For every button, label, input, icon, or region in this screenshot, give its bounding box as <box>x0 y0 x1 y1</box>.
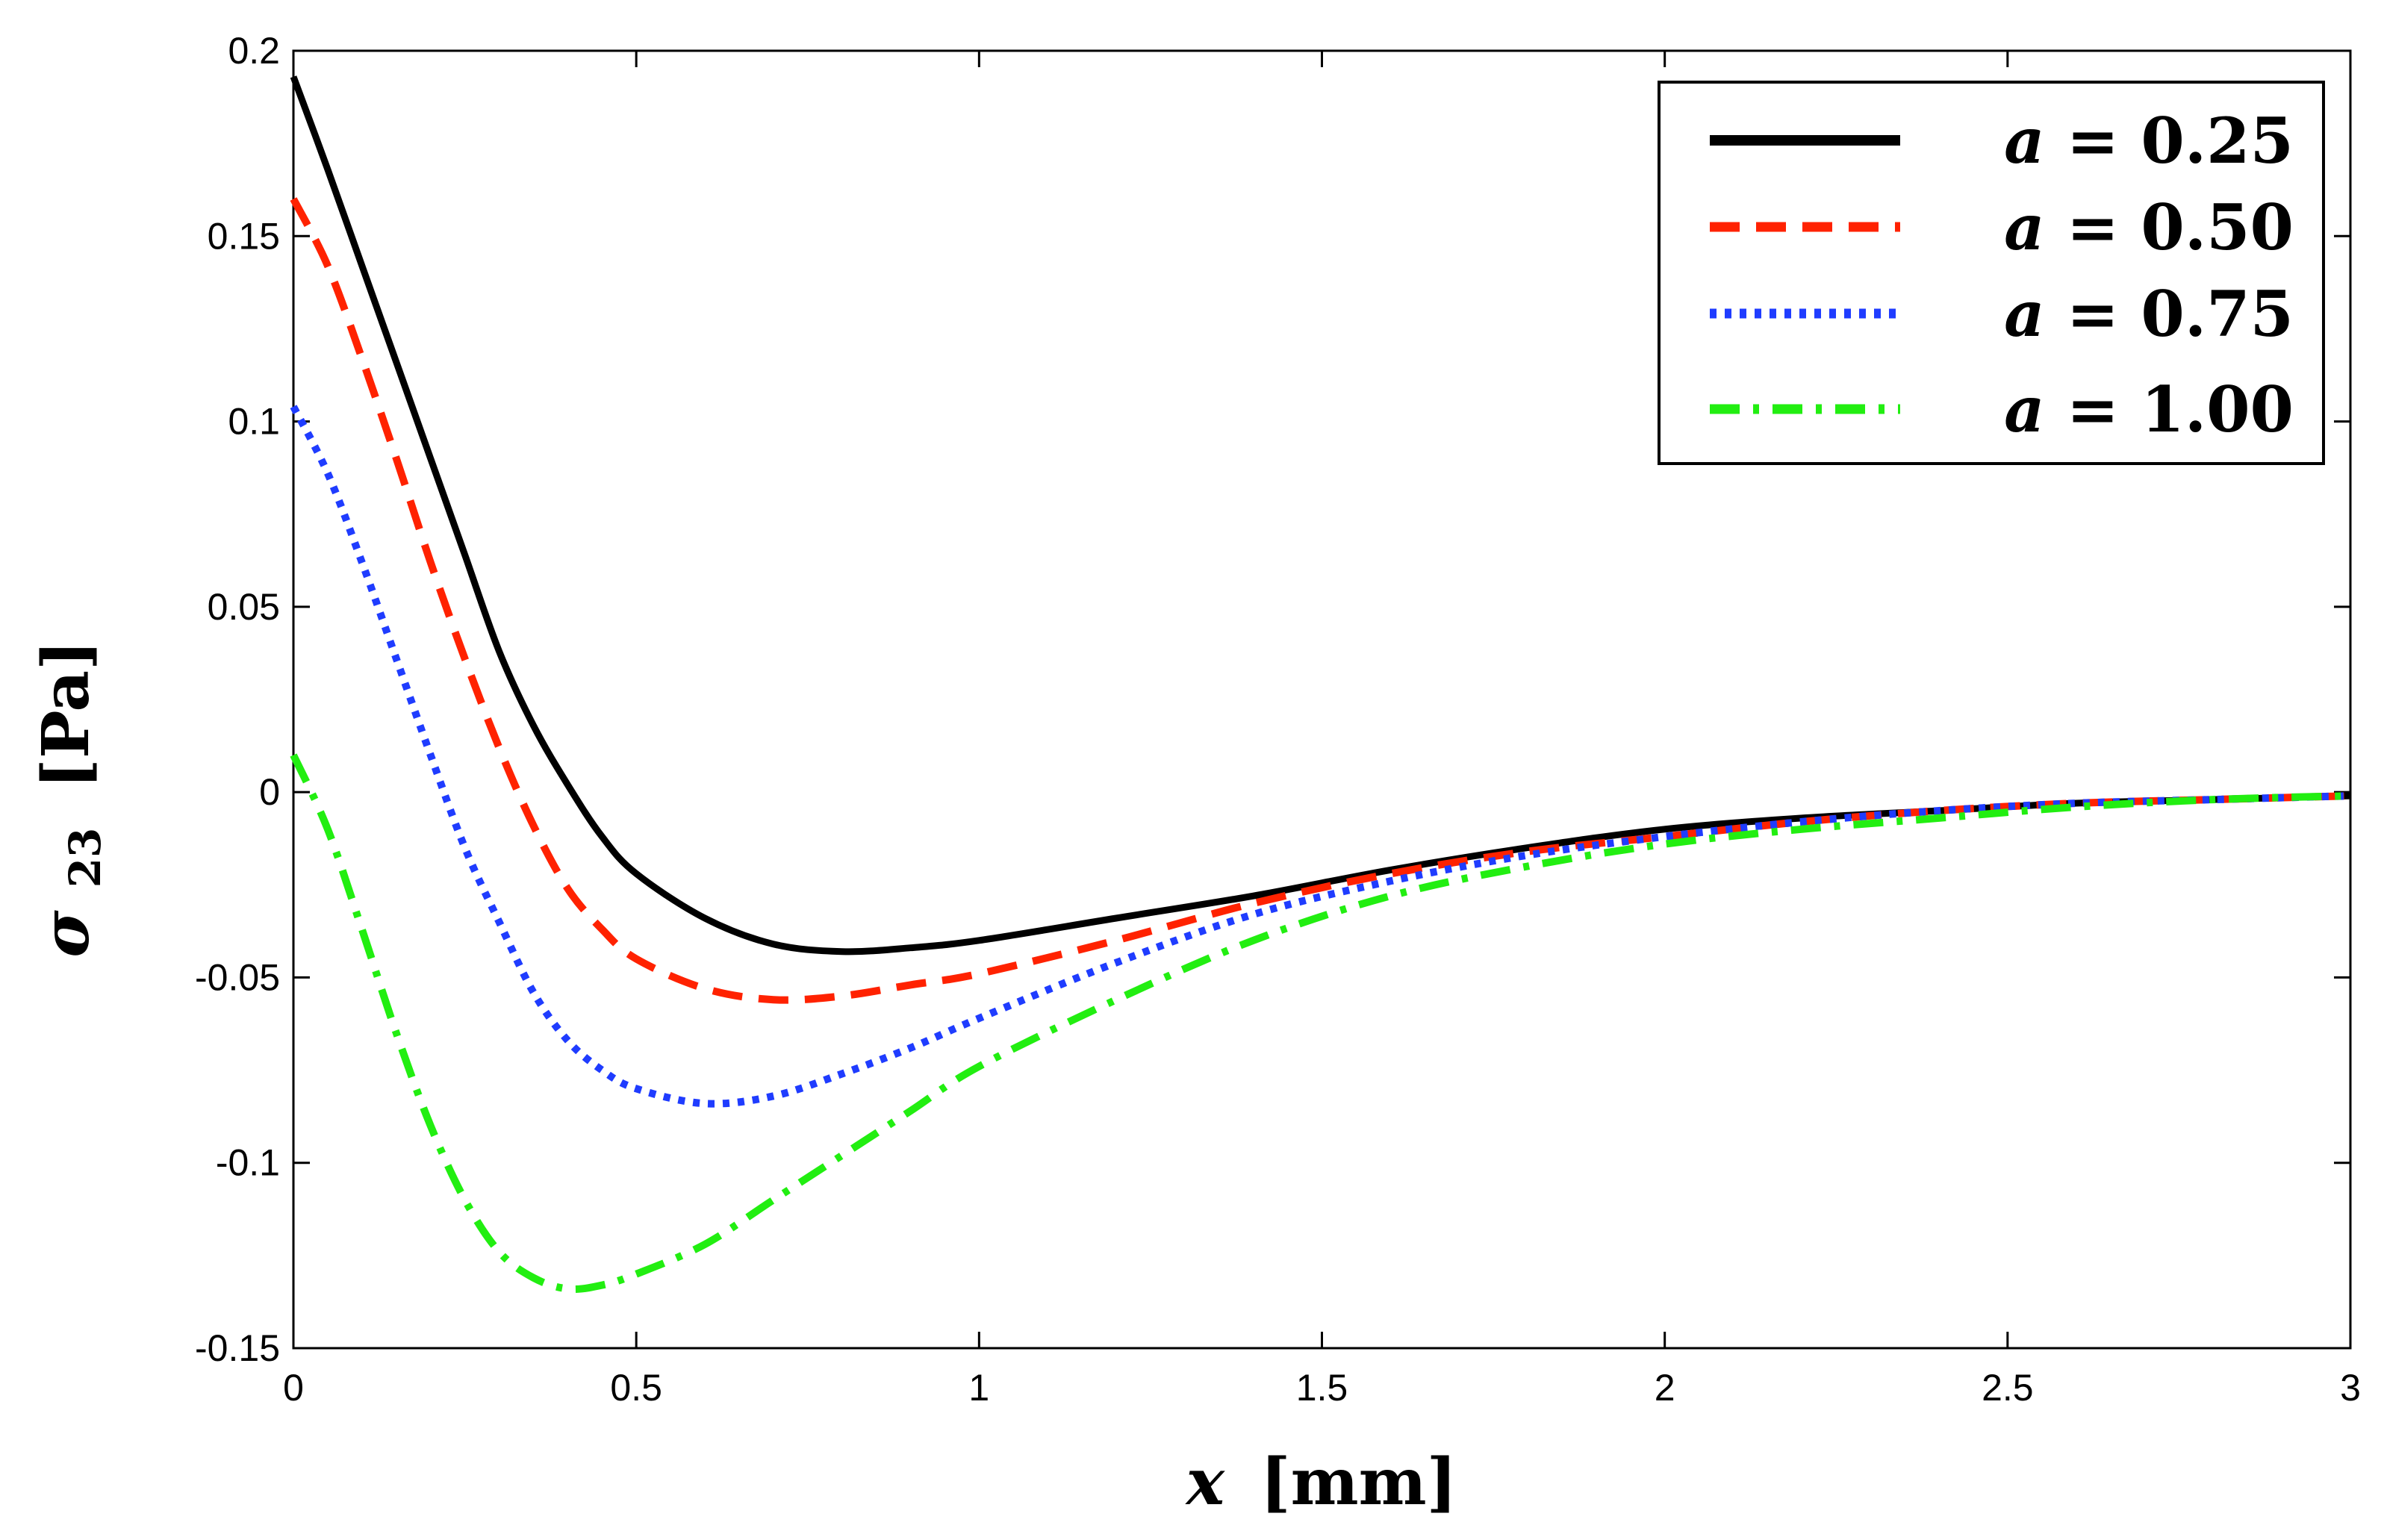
y-tick-label: -0.05 <box>195 956 280 998</box>
series-line-1 <box>290 75 2351 956</box>
legend-entries: a = 0.25a = 0.50a = 0.75a = 1.00 <box>1710 104 2294 446</box>
legend-box <box>1658 81 2325 465</box>
series-line-3 <box>290 405 2351 1108</box>
legend-label-3: a = 0.75 <box>2004 277 2294 351</box>
y-tick-label: -0.15 <box>195 1327 280 1369</box>
y-axis-subscript: 23 <box>60 828 111 888</box>
y-axis-unit: [Pa] <box>28 640 104 788</box>
series-line-4 <box>290 753 2351 1293</box>
y-tick-label: 0.2 <box>228 30 280 72</box>
legend-variable: a <box>2004 104 2044 178</box>
y-axis: -0.15 -0.1 -0.05 0 0.05 0.1 0.15 0.2 <box>195 30 2350 1369</box>
x-tick-label: 0 <box>283 1367 304 1409</box>
legend-value: = 0.25 <box>2045 104 2294 178</box>
legend-variable: a <box>2004 372 2044 446</box>
x-tick-label: 2.5 <box>1982 1367 2034 1409</box>
x-tick-label: 1 <box>968 1367 989 1409</box>
y-tick-label: 0.05 <box>208 586 280 628</box>
legend: a = 0.25a = 0.50a = 0.75a = 1.00 <box>1658 81 2325 465</box>
y-axis-variable: σ <box>28 910 104 958</box>
legend-value: = 0.75 <box>2045 277 2294 351</box>
legend-label-1: a = 0.25 <box>2004 104 2294 178</box>
legend-value: = 0.50 <box>2045 190 2294 264</box>
series-layer <box>290 75 2351 1293</box>
x-axis-variable: x <box>1185 1444 1226 1520</box>
y-axis-title: σ 23 [Pa] <box>28 640 116 958</box>
y-tick-label: 0.15 <box>208 215 280 257</box>
x-tick-label: 2 <box>1655 1367 1675 1409</box>
legend-variable: a <box>2004 277 2044 351</box>
x-axis-title: x [mm] <box>1185 1444 1457 1520</box>
x-tick-label: 0.5 <box>610 1367 662 1409</box>
legend-label-4: a = 1.00 <box>2004 372 2294 446</box>
x-axis: 0 0.5 1 1.5 2 2.5 3 <box>283 51 2361 1409</box>
y-tick-label: 0.1 <box>228 401 280 443</box>
y-tick-label: -0.1 <box>216 1142 280 1184</box>
legend-value: = 1.00 <box>2045 372 2294 446</box>
x-axis-unit: [mm] <box>1260 1444 1457 1520</box>
x-tick-label: 1.5 <box>1296 1367 1348 1409</box>
legend-variable: a <box>2004 190 2044 264</box>
legend-label-2: a = 0.50 <box>2004 190 2294 264</box>
y-tick-label: 0 <box>259 771 280 813</box>
x-tick-label: 3 <box>2340 1367 2361 1409</box>
